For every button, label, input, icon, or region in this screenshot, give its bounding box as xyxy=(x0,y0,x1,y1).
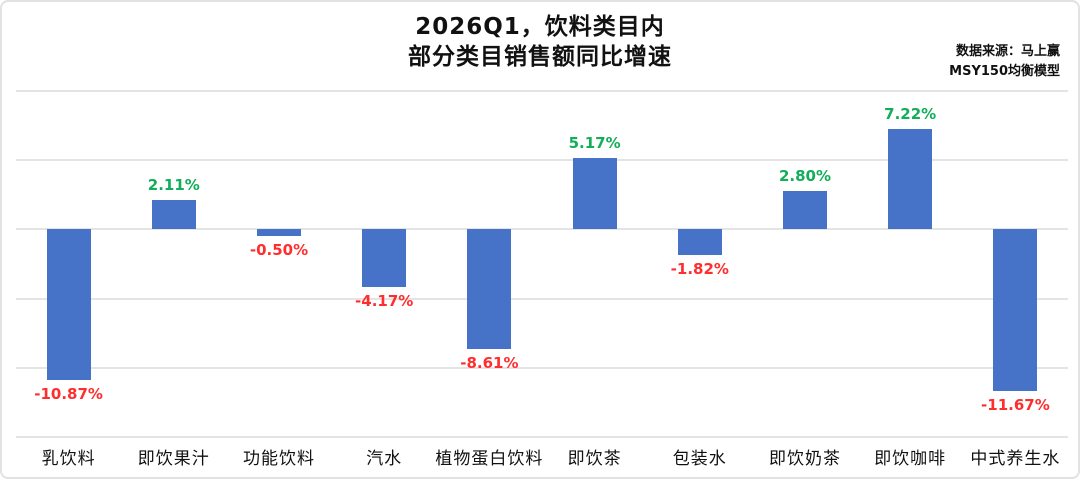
category-label-9: 中式养生水 xyxy=(970,449,1061,469)
gridline xyxy=(16,90,1068,92)
gridline xyxy=(16,436,1068,438)
gridline xyxy=(16,159,1068,162)
value-label-8: 7.22% xyxy=(884,105,937,124)
data-source: 数据来源：马上赢 MSY150均衡模型 xyxy=(949,42,1060,82)
category-label-6: 包装水 xyxy=(672,449,727,469)
value-label-3: -4.17% xyxy=(355,292,414,311)
bar-9 xyxy=(993,229,1038,391)
bar-3 xyxy=(362,229,407,288)
data-source-line2: MSY150均衡模型 xyxy=(949,64,1060,79)
category-label-2: 功能饮料 xyxy=(243,449,315,469)
bar-0 xyxy=(46,229,91,380)
bar-8 xyxy=(888,129,933,230)
gridline xyxy=(16,228,1068,231)
category-label-1: 即饮果汁 xyxy=(137,449,210,469)
value-label-9: -11.67% xyxy=(981,395,1050,414)
data-source-line1: 数据来源：马上赢 xyxy=(955,44,1060,59)
bar-1 xyxy=(151,200,196,230)
category-label-7: 即饮奶茶 xyxy=(769,449,841,469)
x-axis-labels: 乳饮料 即饮果汁 功能饮料 汽水 植物蛋白饮料 即饮茶 包装水 即饮奶茶 即饮咖啡 中式养生水 xyxy=(16,443,1068,477)
value-label-7: 2.80% xyxy=(778,166,832,185)
category-label-3: 汽水 xyxy=(366,449,403,469)
gridline xyxy=(16,297,1068,300)
value-label-1: 2.11% xyxy=(147,176,200,195)
category-label-0: 乳饮料 xyxy=(41,449,96,469)
value-label-0: -10.87% xyxy=(34,384,103,403)
value-label-5: 5.17% xyxy=(568,133,621,152)
chart-title: 2026Q1，饮料类目内 部分类目销售额同比增速 xyxy=(2,12,1078,72)
bar-2 xyxy=(257,229,301,237)
plot-area: -10.87% 2.11% -0.50% -4.17% -8.61% 5.17% -1.82… xyxy=(16,90,1068,438)
value-label-4: -8.61% xyxy=(460,353,519,372)
bar-4 xyxy=(467,229,512,349)
category-label-4: 植物蛋白饮料 xyxy=(435,449,544,469)
bar-6 xyxy=(677,229,722,255)
chart-title-line1: 2026Q1，饮料类目内 xyxy=(415,14,665,40)
chart-title-line2: 部分类目销售额同比增速 xyxy=(408,44,672,70)
bar-5 xyxy=(572,157,617,230)
bar-7 xyxy=(783,190,827,230)
category-label-5: 即饮茶 xyxy=(567,449,622,469)
gridline xyxy=(16,366,1068,369)
value-label-2: -0.50% xyxy=(249,241,309,260)
category-label-8: 即饮咖啡 xyxy=(874,449,947,469)
value-label-6: -1.82% xyxy=(670,259,729,278)
